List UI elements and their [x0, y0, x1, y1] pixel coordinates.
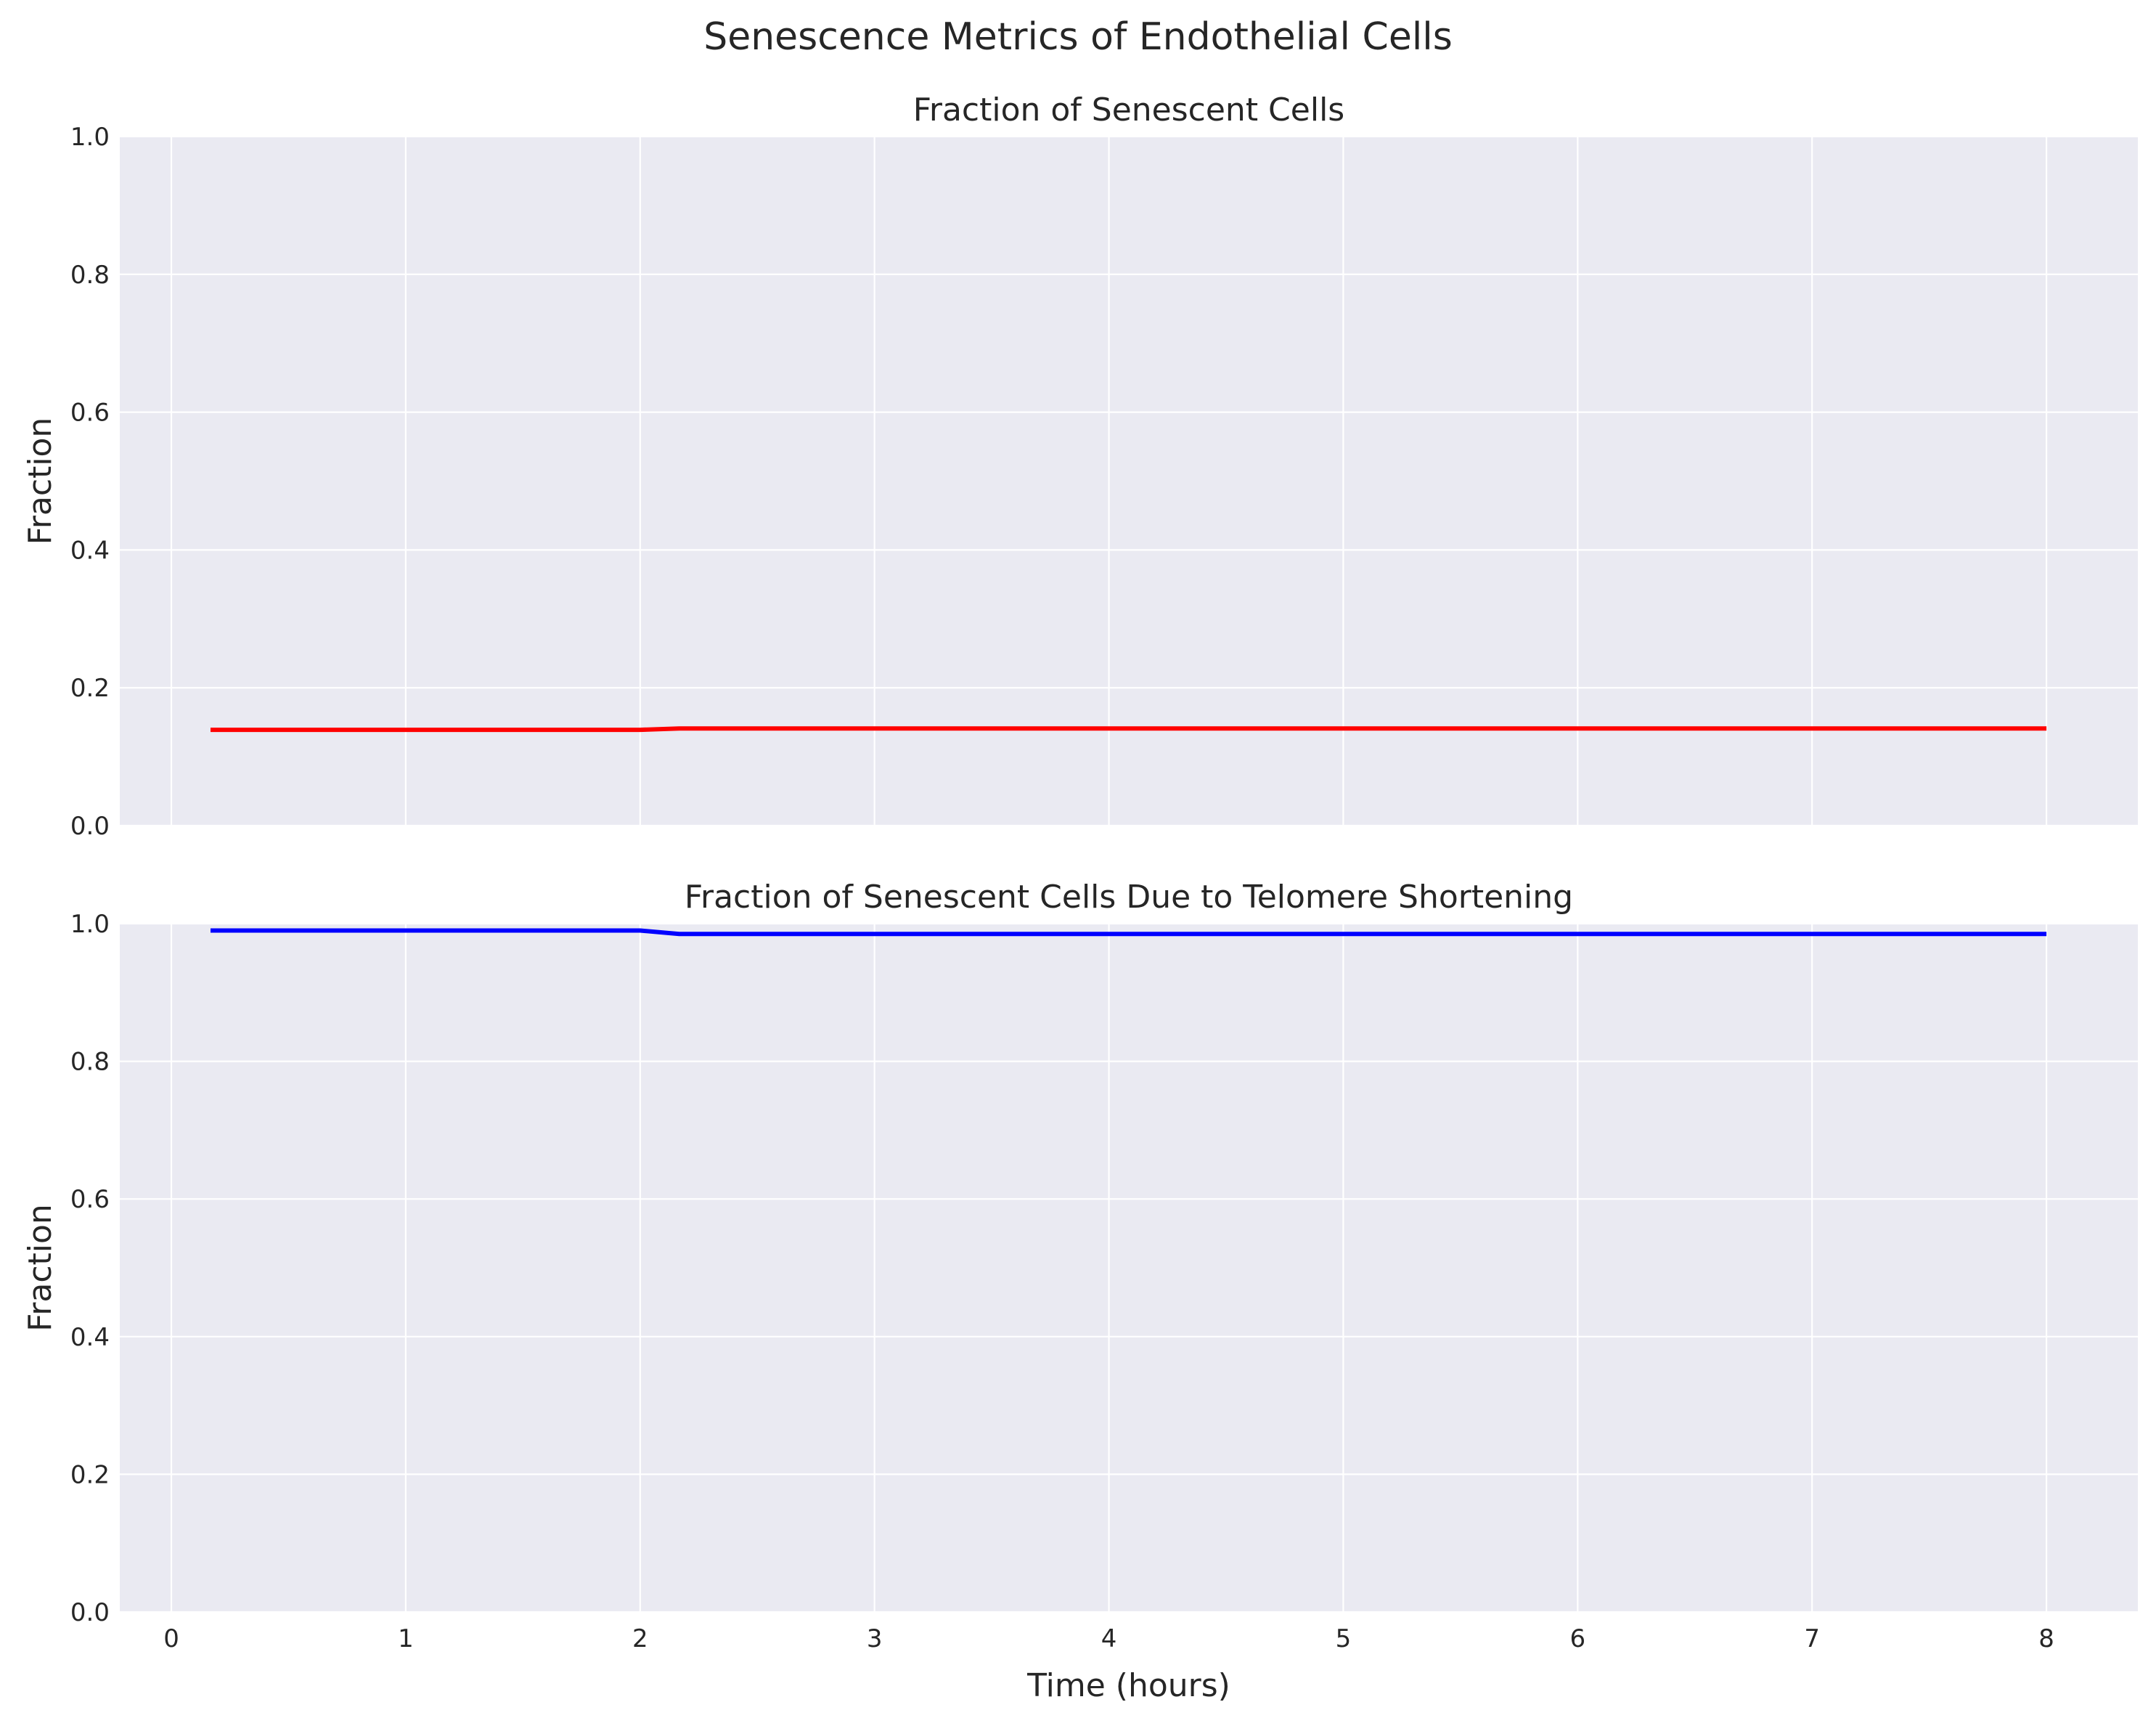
y-tick-label: 0.4: [70, 536, 110, 565]
y-tick-label: 0.2: [70, 674, 110, 703]
x-tick-label: 6: [1569, 1624, 1585, 1653]
x-tick-label: 1: [398, 1624, 414, 1653]
x-tick-label: 2: [632, 1624, 648, 1653]
y-tick-label: 0.2: [70, 1460, 110, 1489]
x-tick-label: 7: [1804, 1624, 1820, 1653]
y-axis-label: Fraction: [22, 1204, 59, 1332]
x-tick-label: 5: [1336, 1624, 1352, 1653]
subplot-telomere-senescent-fraction: 0 1 2 3 4 5 6 7 8 0.0 0.2 0.4 0.6 0.8 1.0 Fraction of S…: [22, 879, 2138, 1704]
subplot-senescent-fraction: 0.0 0.2 0.4 0.6 0.8 1.0 Fraction of Senescent …: [22, 91, 2138, 841]
x-axis-label: Time (hours): [1026, 1667, 1230, 1704]
y-tick-label: 1.0: [70, 123, 110, 152]
y-tick-label: 1.0: [70, 910, 110, 939]
y-tick-label: 0.4: [70, 1323, 110, 1352]
x-tick-label: 8: [2038, 1624, 2054, 1653]
series-line: [211, 928, 2047, 937]
subplot-title: Fraction of Senescent Cells Due to Telom…: [685, 879, 1573, 916]
y-tick-label: 0.6: [70, 1185, 110, 1214]
x-tick-label: 0: [163, 1624, 179, 1653]
plot-area: [120, 924, 2138, 1612]
y-tick-label: 0.8: [70, 261, 110, 290]
x-tick-label: 3: [867, 1624, 883, 1653]
figure-suptitle: Senescence Metrics of Endothelial Cells: [703, 15, 1453, 59]
y-tick-label: 0.0: [70, 1598, 110, 1627]
y-tick-label: 0.8: [70, 1048, 110, 1077]
y-tick-label: 0.0: [70, 812, 110, 841]
y-tick-label: 0.6: [70, 399, 110, 428]
series-line: [211, 726, 2047, 733]
subplot-title: Fraction of Senescent Cells: [913, 91, 1344, 129]
x-tick-label: 4: [1101, 1624, 1117, 1653]
y-axis-label: Fraction: [22, 418, 59, 545]
plot-area: [120, 137, 2138, 826]
